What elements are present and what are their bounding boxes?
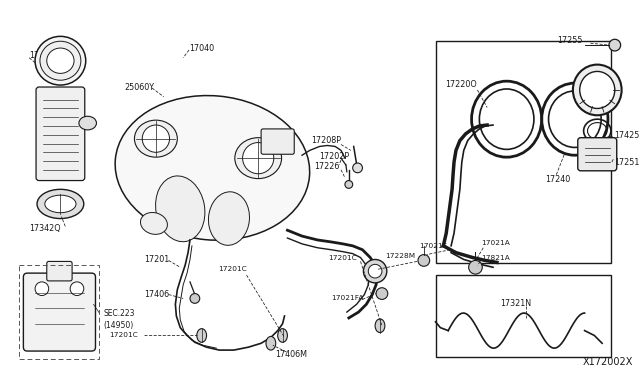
Ellipse shape (278, 328, 287, 342)
Text: X172002X: X172002X (582, 357, 633, 367)
Ellipse shape (580, 71, 615, 109)
Ellipse shape (45, 195, 76, 213)
FancyBboxPatch shape (47, 262, 72, 281)
Ellipse shape (235, 138, 282, 179)
Circle shape (376, 288, 388, 299)
Bar (436, 41, 611, 263)
FancyBboxPatch shape (578, 138, 617, 171)
Ellipse shape (134, 120, 177, 157)
Ellipse shape (266, 336, 276, 350)
Circle shape (468, 260, 483, 274)
Circle shape (368, 264, 382, 278)
Text: 17255: 17255 (557, 36, 583, 45)
Circle shape (345, 180, 353, 188)
Ellipse shape (47, 48, 74, 73)
Circle shape (190, 294, 200, 303)
Circle shape (609, 39, 621, 51)
Text: 17201C: 17201C (109, 333, 138, 339)
Text: 17201C: 17201C (218, 266, 247, 272)
Text: 17240: 17240 (546, 175, 571, 184)
Text: 17251: 17251 (614, 157, 639, 167)
Circle shape (353, 163, 362, 173)
FancyBboxPatch shape (24, 273, 95, 351)
Ellipse shape (375, 319, 385, 333)
Ellipse shape (209, 192, 250, 245)
Text: 17406: 17406 (144, 290, 170, 299)
Text: 17021F: 17021F (419, 243, 447, 249)
Text: 17040: 17040 (189, 44, 214, 52)
Text: 25060Y: 25060Y (125, 83, 155, 92)
Ellipse shape (35, 36, 86, 85)
Ellipse shape (37, 189, 84, 219)
Text: 17343: 17343 (29, 51, 54, 60)
Circle shape (35, 282, 49, 295)
Text: 17208P: 17208P (311, 136, 341, 145)
Circle shape (70, 282, 84, 295)
Circle shape (243, 142, 274, 174)
Text: 17201C: 17201C (328, 254, 357, 260)
Text: 17220O: 17220O (445, 80, 477, 89)
Text: 17201: 17201 (144, 255, 170, 264)
Text: 17021A: 17021A (481, 240, 510, 246)
Text: 17226: 17226 (314, 163, 339, 171)
Bar (436, 275, 611, 357)
Ellipse shape (140, 212, 168, 234)
Text: (14950): (14950) (103, 321, 134, 330)
Text: 17342Q: 17342Q (29, 224, 61, 233)
Ellipse shape (156, 176, 205, 242)
Text: SEC.223: SEC.223 (103, 308, 135, 318)
Text: 17406M: 17406M (275, 350, 307, 359)
Text: 17021FA: 17021FA (332, 295, 364, 301)
Text: 17821A: 17821A (481, 254, 510, 260)
Ellipse shape (197, 328, 207, 342)
Text: 17228M: 17228M (385, 253, 415, 259)
Ellipse shape (40, 41, 81, 80)
Ellipse shape (79, 116, 97, 130)
Ellipse shape (115, 96, 310, 240)
Bar (19, 265, 99, 359)
Ellipse shape (573, 65, 621, 115)
Circle shape (364, 260, 387, 283)
Circle shape (418, 254, 429, 266)
Text: 17202P: 17202P (319, 152, 349, 161)
FancyBboxPatch shape (261, 129, 294, 154)
Text: 17425: 17425 (614, 131, 639, 140)
Circle shape (142, 125, 170, 152)
Text: 17321N: 17321N (500, 299, 531, 308)
FancyBboxPatch shape (36, 87, 84, 180)
